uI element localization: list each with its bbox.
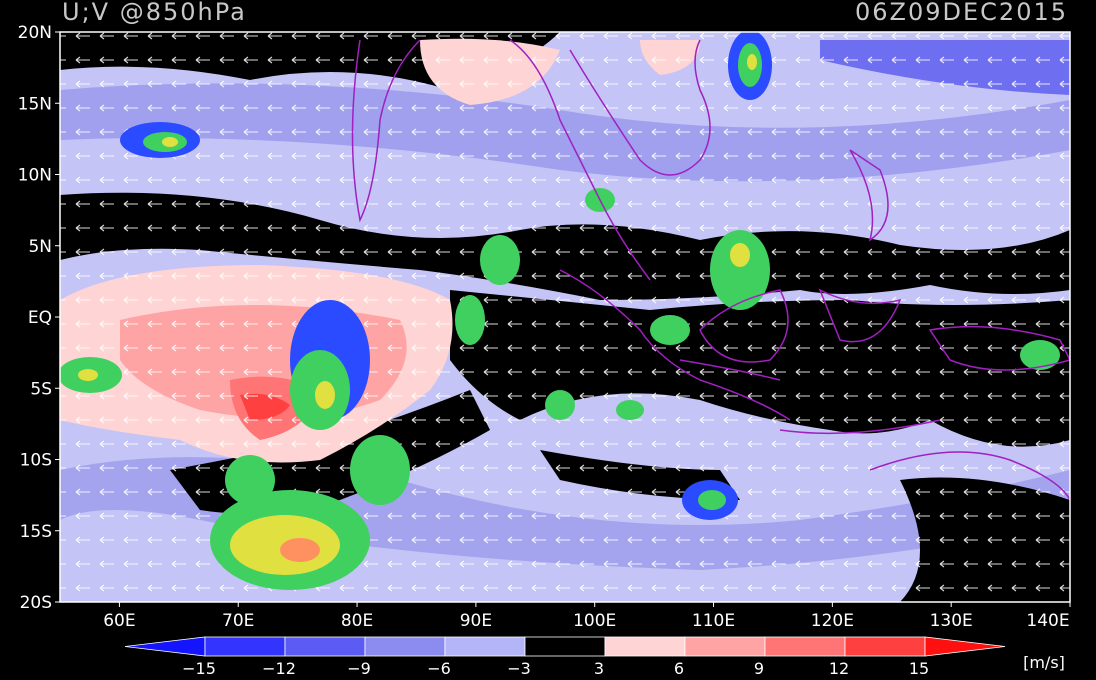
- lon-tick-label: 110E: [692, 611, 735, 631]
- map-time: 06Z09DEC2015: [855, 0, 1068, 26]
- colorbar-label: −3: [507, 659, 531, 678]
- colorbar-segment: [684, 636, 766, 657]
- lon-tick-label: 90E: [460, 611, 492, 631]
- lat-tick-label: EQ: [28, 308, 52, 328]
- lon-tick-label: 100E: [573, 611, 616, 631]
- colorbar-label: −15: [182, 659, 216, 678]
- colorbar-segment: [844, 636, 926, 657]
- colorbar-label: 6: [674, 659, 684, 678]
- coastline: [351, 39, 1070, 501]
- map-title: U;V @850hPa: [62, 0, 247, 26]
- colorbar-segment: [364, 636, 446, 657]
- convection: [60, 32, 1060, 590]
- colorbar-label: −6: [427, 659, 451, 678]
- colorbar-label: 9: [754, 659, 764, 678]
- colorbar-segment: [604, 636, 686, 657]
- lat-tick-label: 15S: [20, 522, 52, 542]
- axes: 20N 15N 10N 5N EQ 5S 10S 15S 20S 60E 70E 80E 90E 100E…: [18, 23, 1071, 631]
- lat-tick-label: 10N: [18, 166, 52, 186]
- lat-tick-label: 15N: [18, 94, 52, 114]
- lat-tick-label: 20N: [18, 23, 52, 43]
- lat-tick-label: 5S: [30, 379, 52, 399]
- colorbar-extend-low: [124, 636, 206, 657]
- wind-field: [60, 32, 1070, 602]
- colorbar-segment: [524, 636, 606, 657]
- colorbar: −15 −12 −9 −6 −3 3 6 9 12 15 [m/s]: [124, 636, 1065, 678]
- lon-tick-label: 130E: [930, 611, 973, 631]
- lon-tick-label: 70E: [222, 611, 254, 631]
- colorbar-label: 12: [829, 659, 849, 678]
- colorbar-segment: [204, 636, 286, 657]
- colorbar-label: 3: [594, 659, 604, 678]
- lat-tick-label: 5N: [28, 237, 52, 257]
- colorbar-segment: [764, 636, 846, 657]
- lat-tick-label: 20S: [20, 593, 52, 613]
- colorbar-unit: [m/s]: [1023, 653, 1065, 672]
- colorbar-label: −12: [262, 659, 296, 678]
- colorbar-label: −9: [347, 659, 371, 678]
- colorbar-segment: [444, 636, 526, 657]
- lat-tick-label: 10S: [20, 451, 52, 471]
- colorbar-segment: [284, 636, 366, 657]
- colorbar-label: 15: [909, 659, 929, 678]
- lon-tick-label: 120E: [811, 611, 854, 631]
- colorbar-extend-high: [924, 636, 1006, 657]
- lon-tick-label: 140E: [1026, 611, 1069, 631]
- lon-tick-label: 80E: [341, 611, 373, 631]
- lon-tick-label: 60E: [103, 611, 135, 631]
